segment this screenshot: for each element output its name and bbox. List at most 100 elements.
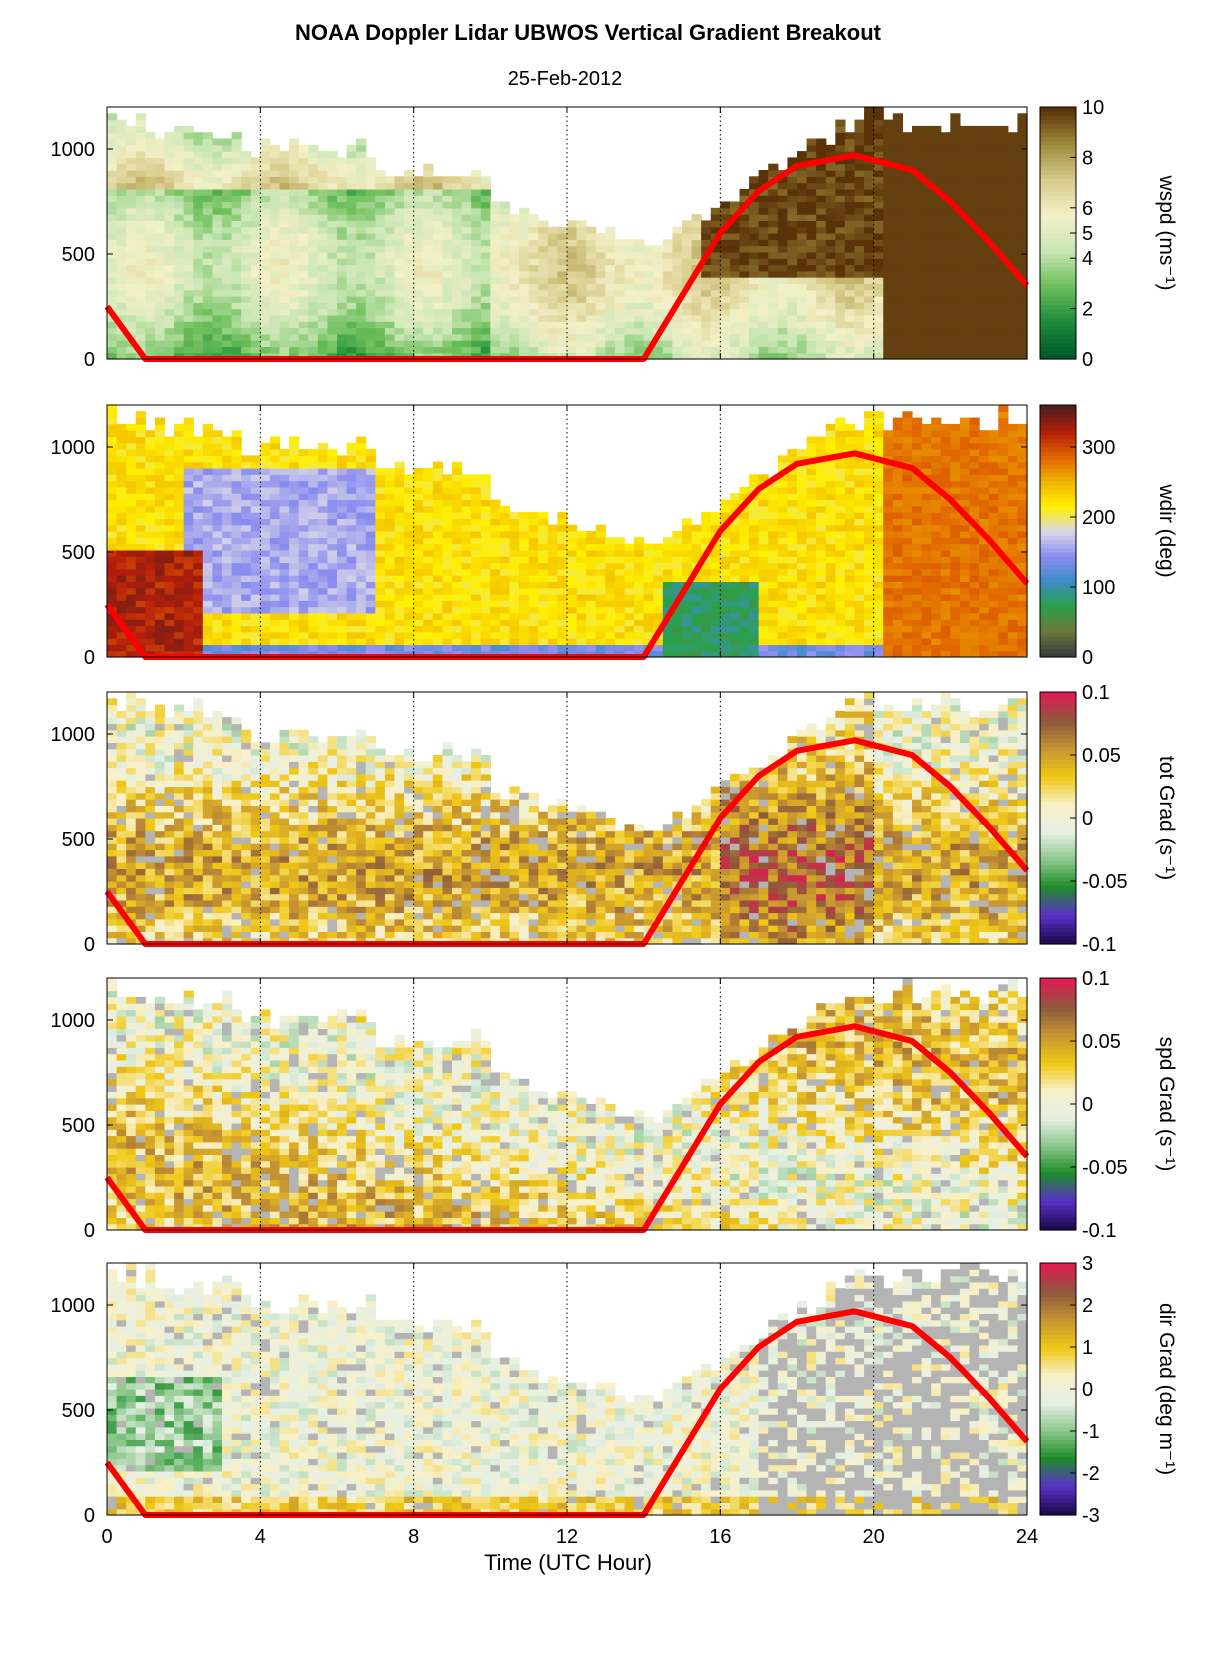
heatmap-cell <box>557 531 567 538</box>
heatmap-cell <box>337 246 347 253</box>
heatmap-cell <box>586 581 596 588</box>
heatmap-cell <box>270 581 280 588</box>
heatmap-cell <box>385 575 395 582</box>
heatmap-cell <box>174 626 184 633</box>
heatmap-cell <box>270 487 280 494</box>
heatmap-cell <box>356 202 366 209</box>
heatmap-cell <box>280 638 290 645</box>
heatmap-cell <box>337 195 347 202</box>
heatmap-cell <box>625 588 635 595</box>
heatmap-cell <box>395 189 405 196</box>
heatmap-cell <box>385 588 395 595</box>
heatmap-cell <box>136 290 146 297</box>
heatmap-cell <box>155 309 165 316</box>
heatmap-cell <box>193 252 203 259</box>
heatmap-cell <box>145 626 155 633</box>
heatmap-cell <box>548 525 558 532</box>
heatmap-cell <box>663 588 673 595</box>
heatmap-cell <box>596 283 606 290</box>
heatmap-cell <box>136 239 146 246</box>
heatmap-cell <box>816 265 826 272</box>
heatmap-cell <box>241 170 251 177</box>
heatmap-cell <box>931 346 941 353</box>
heatmap-cell <box>145 644 155 651</box>
heatmap-cell <box>404 189 414 196</box>
heatmap-cell <box>395 506 405 513</box>
heatmap-cell <box>711 208 721 215</box>
heatmap-cell <box>826 227 836 234</box>
heatmap-cell <box>260 151 270 158</box>
heatmap-cell <box>1017 157 1027 164</box>
heatmap-cell <box>586 563 596 570</box>
heatmap-cell <box>404 525 414 532</box>
heatmap-cell <box>203 613 213 620</box>
heatmap-cell <box>596 594 606 601</box>
heatmap-cell <box>241 638 251 645</box>
heatmap-cell <box>318 271 328 278</box>
heatmap-cell <box>864 246 874 253</box>
heatmap-cell <box>318 246 328 253</box>
heatmap-cell <box>165 283 175 290</box>
heatmap-cell <box>117 525 127 532</box>
heatmap-cell <box>519 556 529 563</box>
heatmap-cell <box>117 309 127 316</box>
heatmap-cell <box>500 202 510 209</box>
heatmap-cell <box>682 525 692 532</box>
heatmap-cell <box>260 569 270 576</box>
heatmap-cell <box>260 468 270 475</box>
heatmap-cell <box>625 246 635 253</box>
heatmap-cell <box>280 334 290 341</box>
heatmap-cell <box>299 594 309 601</box>
heatmap-cell <box>356 302 366 309</box>
heatmap-cell <box>375 227 385 234</box>
heatmap-cell <box>414 487 424 494</box>
heatmap-cell <box>347 252 357 259</box>
heatmap-cell <box>308 220 318 227</box>
heatmap-cell <box>107 183 117 190</box>
heatmap-cell <box>950 227 960 234</box>
heatmap-cell <box>155 346 165 353</box>
heatmap-cell <box>155 443 165 450</box>
heatmap-cell <box>989 302 999 309</box>
heatmap-cell <box>672 346 682 353</box>
heatmap-cell <box>318 176 328 183</box>
heatmap-cell <box>663 537 673 544</box>
heatmap-cell <box>442 556 452 563</box>
heatmap-cell <box>682 638 692 645</box>
heatmap-cell <box>577 321 587 328</box>
heatmap-cell <box>414 189 424 196</box>
heatmap-cell <box>155 550 165 557</box>
heatmap-cell <box>174 277 184 284</box>
heatmap-cell <box>251 157 261 164</box>
heatmap-cell <box>941 239 951 246</box>
heatmap-cell <box>577 239 587 246</box>
heatmap-cell <box>931 239 941 246</box>
heatmap-cell <box>672 321 682 328</box>
heatmap-cell <box>356 474 366 481</box>
heatmap-cell <box>222 214 232 221</box>
heatmap-cell <box>711 315 721 322</box>
heatmap-cell <box>423 252 433 259</box>
heatmap-cell <box>280 309 290 316</box>
heatmap-cell <box>308 170 318 177</box>
heatmap-cell <box>778 195 788 202</box>
heatmap-cell <box>433 328 443 335</box>
heatmap-cell <box>126 309 136 316</box>
heatmap-cell <box>462 309 472 316</box>
heatmap-cell <box>605 271 615 278</box>
heatmap-cell <box>184 430 194 437</box>
heatmap-cell <box>711 283 721 290</box>
heatmap-cell <box>711 265 721 272</box>
colorbar-segment <box>1040 258 1076 263</box>
heatmap-cell <box>433 277 443 284</box>
heatmap-cell <box>375 271 385 278</box>
heatmap-cell <box>625 594 635 601</box>
heatmap-cell <box>318 474 328 481</box>
heatmap-cell <box>931 283 941 290</box>
heatmap-cell <box>912 183 922 190</box>
heatmap-cell <box>557 346 567 353</box>
heatmap-cell <box>490 283 500 290</box>
heatmap-cell <box>586 569 596 576</box>
heatmap-cell <box>414 481 424 488</box>
heatmap-cell <box>883 132 893 139</box>
